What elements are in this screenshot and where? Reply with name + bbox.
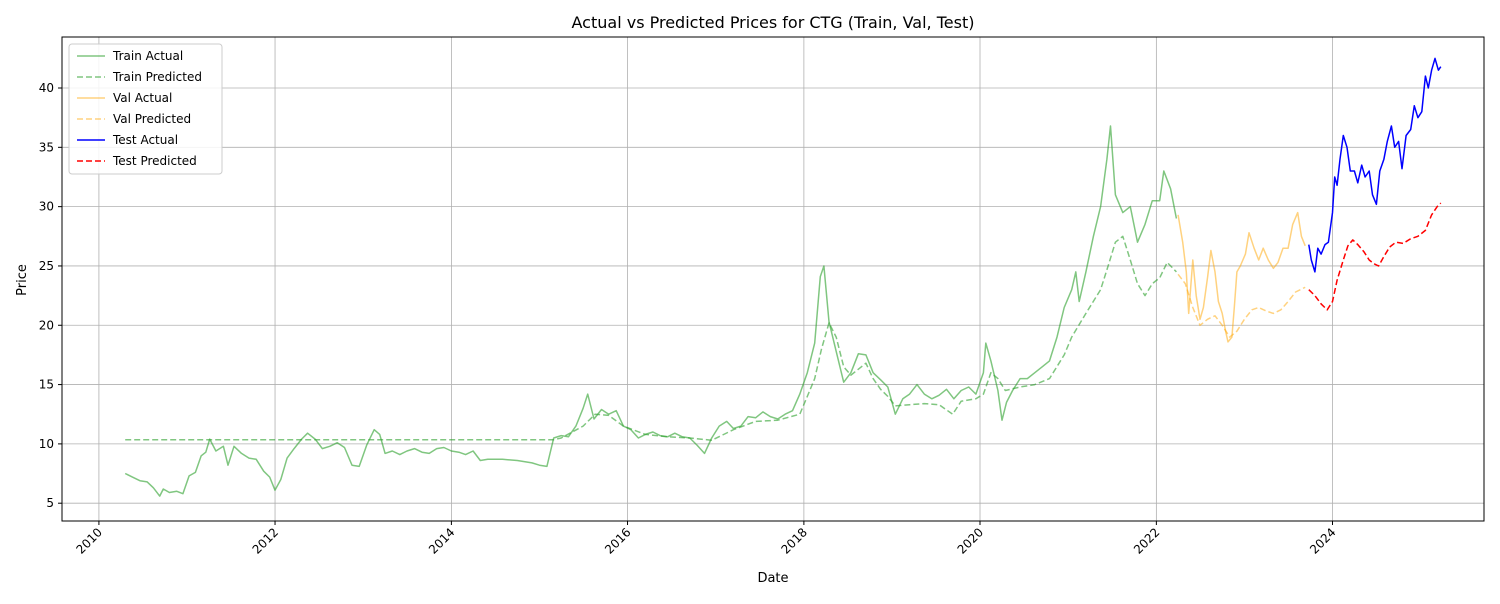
- legend-label: Train Actual: [112, 49, 183, 63]
- series-line-train-predicted: [125, 235, 1177, 442]
- legend-label: Test Actual: [112, 133, 178, 147]
- legend-label: Train Predicted: [112, 70, 202, 84]
- x-axis-label: Date: [757, 571, 788, 586]
- series-line-test-predicted: [1308, 202, 1442, 311]
- legend: Train Actual Train Predicted Val Actual Val…: [68, 43, 223, 175]
- y-axis-label: Price: [15, 264, 30, 296]
- y-tick-label: 5: [46, 496, 54, 510]
- legend-label: Test Predicted: [112, 154, 197, 168]
- y-tick-label: 40: [39, 81, 54, 95]
- grid: [62, 37, 1484, 521]
- chart-title: Actual vs Predicted Prices for CTG (Trai…: [572, 13, 975, 32]
- plot-area-frame: [61, 36, 1485, 522]
- legend-label: Val Predicted: [113, 112, 191, 126]
- y-tick-label: 30: [39, 200, 54, 214]
- y-tick-label: 20: [39, 318, 54, 332]
- y-tick-label: 35: [39, 140, 54, 154]
- series-line-val-actual: [1177, 211, 1306, 343]
- legend-label: Val Actual: [113, 91, 172, 105]
- y-tick-label: 25: [39, 259, 54, 273]
- y-tick-label: 10: [39, 437, 54, 451]
- legend-box: [68, 43, 223, 175]
- series-lines: [124, 57, 1442, 497]
- y-tick-label: 15: [39, 378, 54, 392]
- series-line-test-actual: [1308, 57, 1442, 273]
